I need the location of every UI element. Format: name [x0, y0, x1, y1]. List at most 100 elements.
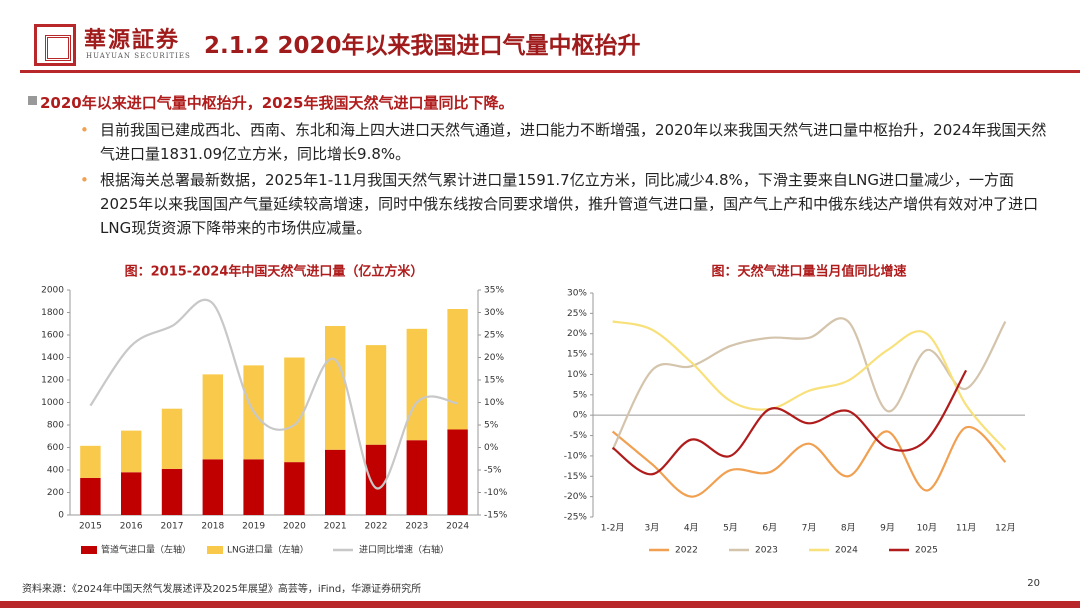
x-tick-label: 6月: [762, 523, 777, 534]
y-tick-label: 20%: [567, 329, 587, 339]
x-tick-label: 2020: [283, 522, 306, 532]
y-tick-label: -15%: [564, 472, 588, 482]
legend-label: 2024: [835, 546, 858, 556]
bar: [406, 440, 427, 515]
legend-label: 2023: [755, 546, 778, 556]
y-tick-label: 600: [47, 443, 64, 453]
bar: [161, 468, 183, 515]
bullet-item: 目前我国已建成西北、西南、东北和海上四大进口天然气通道，进口能力不断增强，202…: [80, 118, 1050, 166]
bar: [243, 459, 264, 515]
x-tick-label: 10月: [917, 523, 937, 534]
y2-tick-label: 5%: [484, 421, 499, 431]
line: [611, 426, 1007, 498]
x-tick-label: 2022: [365, 522, 388, 532]
y2-tick-label: 30%: [484, 308, 504, 318]
y2-tick-label: 15%: [484, 376, 504, 386]
y-tick-label: 2000: [41, 286, 64, 296]
x-tick-label: 12月: [995, 523, 1015, 534]
y-tick-label: 200: [47, 488, 64, 498]
y-tick-label: 10%: [567, 370, 587, 380]
x-tick-label: 3月: [645, 523, 660, 534]
bar: [121, 430, 142, 473]
y-tick-label: 15%: [567, 350, 587, 360]
y2-tick-label: 20%: [484, 353, 504, 363]
bullet-list: 目前我国已建成西北、西南、东北和海上四大进口天然气通道，进口能力不断增强，202…: [80, 118, 1050, 242]
x-tick-label: 1-2月: [601, 523, 625, 534]
x-tick-label: 5月: [723, 523, 738, 534]
x-tick-label: 2023: [405, 522, 428, 532]
x-tick-label: 4月: [684, 523, 699, 534]
x-tick-label: 2018: [201, 522, 224, 532]
bar: [161, 408, 183, 469]
bar: [447, 309, 468, 430]
y-tick-label: 1000: [41, 398, 64, 408]
legend-label: 进口同比增速（右轴）: [359, 544, 449, 556]
x-tick-label: 2024: [446, 522, 469, 532]
bar: [284, 357, 305, 463]
y2-tick-label: 0%: [484, 443, 499, 453]
y2-tick-label: -10%: [484, 488, 508, 498]
bar: [80, 477, 101, 515]
x-tick-label: 9月: [880, 523, 895, 534]
legend-swatch: [81, 546, 97, 554]
legend-label: 管道气进口量（左轴）: [101, 544, 191, 556]
chart-title: 图：2015-2024年中国天然气进口量（亿立方米）: [125, 264, 424, 280]
bar: [284, 462, 305, 515]
y2-tick-label: -15%: [484, 511, 508, 521]
chart-title: 图：天然气进口量当月值同比增速: [711, 264, 906, 280]
bar: [202, 459, 223, 515]
y-tick-label: 1200: [41, 376, 64, 386]
y-tick-label: 5%: [573, 390, 588, 400]
bar: [80, 445, 101, 478]
y-tick-label: 30%: [567, 289, 587, 299]
y2-tick-label: 25%: [484, 331, 504, 341]
legend-label: LNG进口量（左轴）: [227, 544, 309, 556]
bar: [365, 444, 387, 515]
bar: [325, 449, 346, 515]
line: [612, 320, 1007, 451]
x-tick-label: 11月: [956, 523, 976, 534]
slide-title: 2.1.2 2020年以来我国进口气量中枢抬升: [204, 33, 641, 59]
bullet-item: 根据海关总署最新数据，2025年1-11月我国天然气累计进口量1591.7亿立方…: [80, 168, 1050, 240]
logo-icon: [34, 24, 76, 66]
x-tick-label: 2017: [161, 522, 184, 532]
page-number: 20: [1027, 578, 1040, 589]
y-tick-label: -10%: [564, 451, 588, 461]
x-tick-label: 2015: [79, 522, 102, 532]
y-tick-label: 1800: [41, 308, 64, 318]
bar: [447, 429, 468, 515]
bar: [406, 328, 427, 441]
y-tick-label: 800: [47, 421, 64, 431]
y-tick-label: 1400: [41, 353, 64, 363]
bar: [365, 345, 387, 445]
main-bullet: 2020年以来进口气量中枢抬升，2025年我国天然气进口量同比下降。: [28, 94, 514, 112]
logo-sub: HUAYUAN SECURITIES: [86, 52, 191, 60]
header-rule: [20, 70, 1080, 73]
legend-label: 2022: [675, 546, 698, 556]
y-tick-label: 25%: [567, 309, 587, 319]
x-tick-label: 2019: [242, 522, 265, 532]
y-tick-label: 400: [47, 466, 64, 476]
y-tick-label: -20%: [564, 492, 588, 502]
legend-swatch: [207, 546, 223, 554]
bar: [325, 326, 346, 450]
y-tick-label: 0: [58, 511, 64, 521]
logo-name: 華源証券: [84, 27, 181, 53]
x-tick-label: 2016: [120, 522, 143, 532]
x-tick-label: 7月: [802, 523, 817, 534]
x-tick-label: 2021: [324, 522, 347, 532]
y2-tick-label: 10%: [484, 398, 504, 408]
y-tick-label: 0%: [573, 411, 588, 421]
bottom-bar: [0, 601, 1080, 608]
line: [611, 369, 968, 476]
chart: 图：天然气进口量当月值同比增速 -25% -20% -15% -10% -5% 0% 5% 10…: [564, 264, 1025, 556]
y2-tick-label: 35%: [484, 286, 504, 296]
x-tick-label: 8月: [841, 523, 856, 534]
bar: [121, 472, 142, 515]
line: [611, 317, 1007, 451]
line: [89, 298, 458, 490]
legend-label: 2025: [915, 546, 938, 556]
y-tick-label: 1600: [41, 331, 64, 341]
bar: [202, 374, 223, 460]
